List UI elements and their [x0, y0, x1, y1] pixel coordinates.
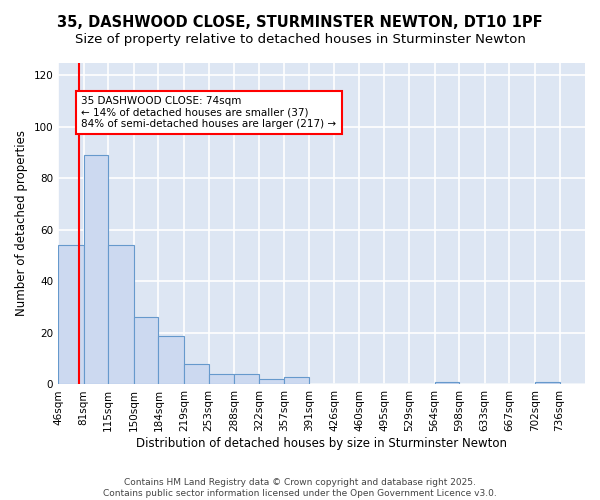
- Bar: [134, 318, 158, 384]
- Bar: [58, 246, 83, 384]
- Bar: [535, 382, 560, 384]
- Text: 35 DASHWOOD CLOSE: 74sqm
← 14% of detached houses are smaller (37)
84% of semi-d: 35 DASHWOOD CLOSE: 74sqm ← 14% of detach…: [82, 96, 337, 129]
- Bar: [434, 382, 459, 384]
- Bar: [184, 364, 209, 384]
- Bar: [209, 374, 234, 384]
- Bar: [158, 336, 184, 384]
- Text: Size of property relative to detached houses in Sturminster Newton: Size of property relative to detached ho…: [74, 32, 526, 46]
- Bar: [234, 374, 259, 384]
- Bar: [284, 376, 309, 384]
- Text: 35, DASHWOOD CLOSE, STURMINSTER NEWTON, DT10 1PF: 35, DASHWOOD CLOSE, STURMINSTER NEWTON, …: [57, 15, 543, 30]
- X-axis label: Distribution of detached houses by size in Sturminster Newton: Distribution of detached houses by size …: [136, 437, 507, 450]
- Text: Contains HM Land Registry data © Crown copyright and database right 2025.
Contai: Contains HM Land Registry data © Crown c…: [103, 478, 497, 498]
- Bar: [259, 380, 284, 384]
- Bar: [83, 155, 109, 384]
- Y-axis label: Number of detached properties: Number of detached properties: [15, 130, 28, 316]
- Bar: [109, 246, 134, 384]
